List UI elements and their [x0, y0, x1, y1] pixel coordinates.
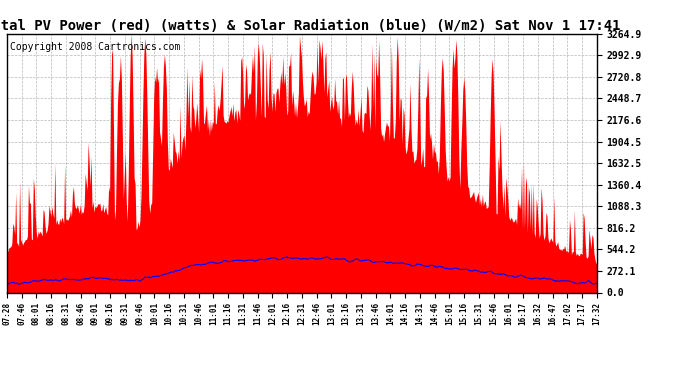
Title: Total PV Power (red) (watts) & Solar Radiation (blue) (W/m2) Sat Nov 1 17:41: Total PV Power (red) (watts) & Solar Rad…	[0, 19, 620, 33]
Text: Copyright 2008 Cartronics.com: Copyright 2008 Cartronics.com	[10, 42, 180, 51]
